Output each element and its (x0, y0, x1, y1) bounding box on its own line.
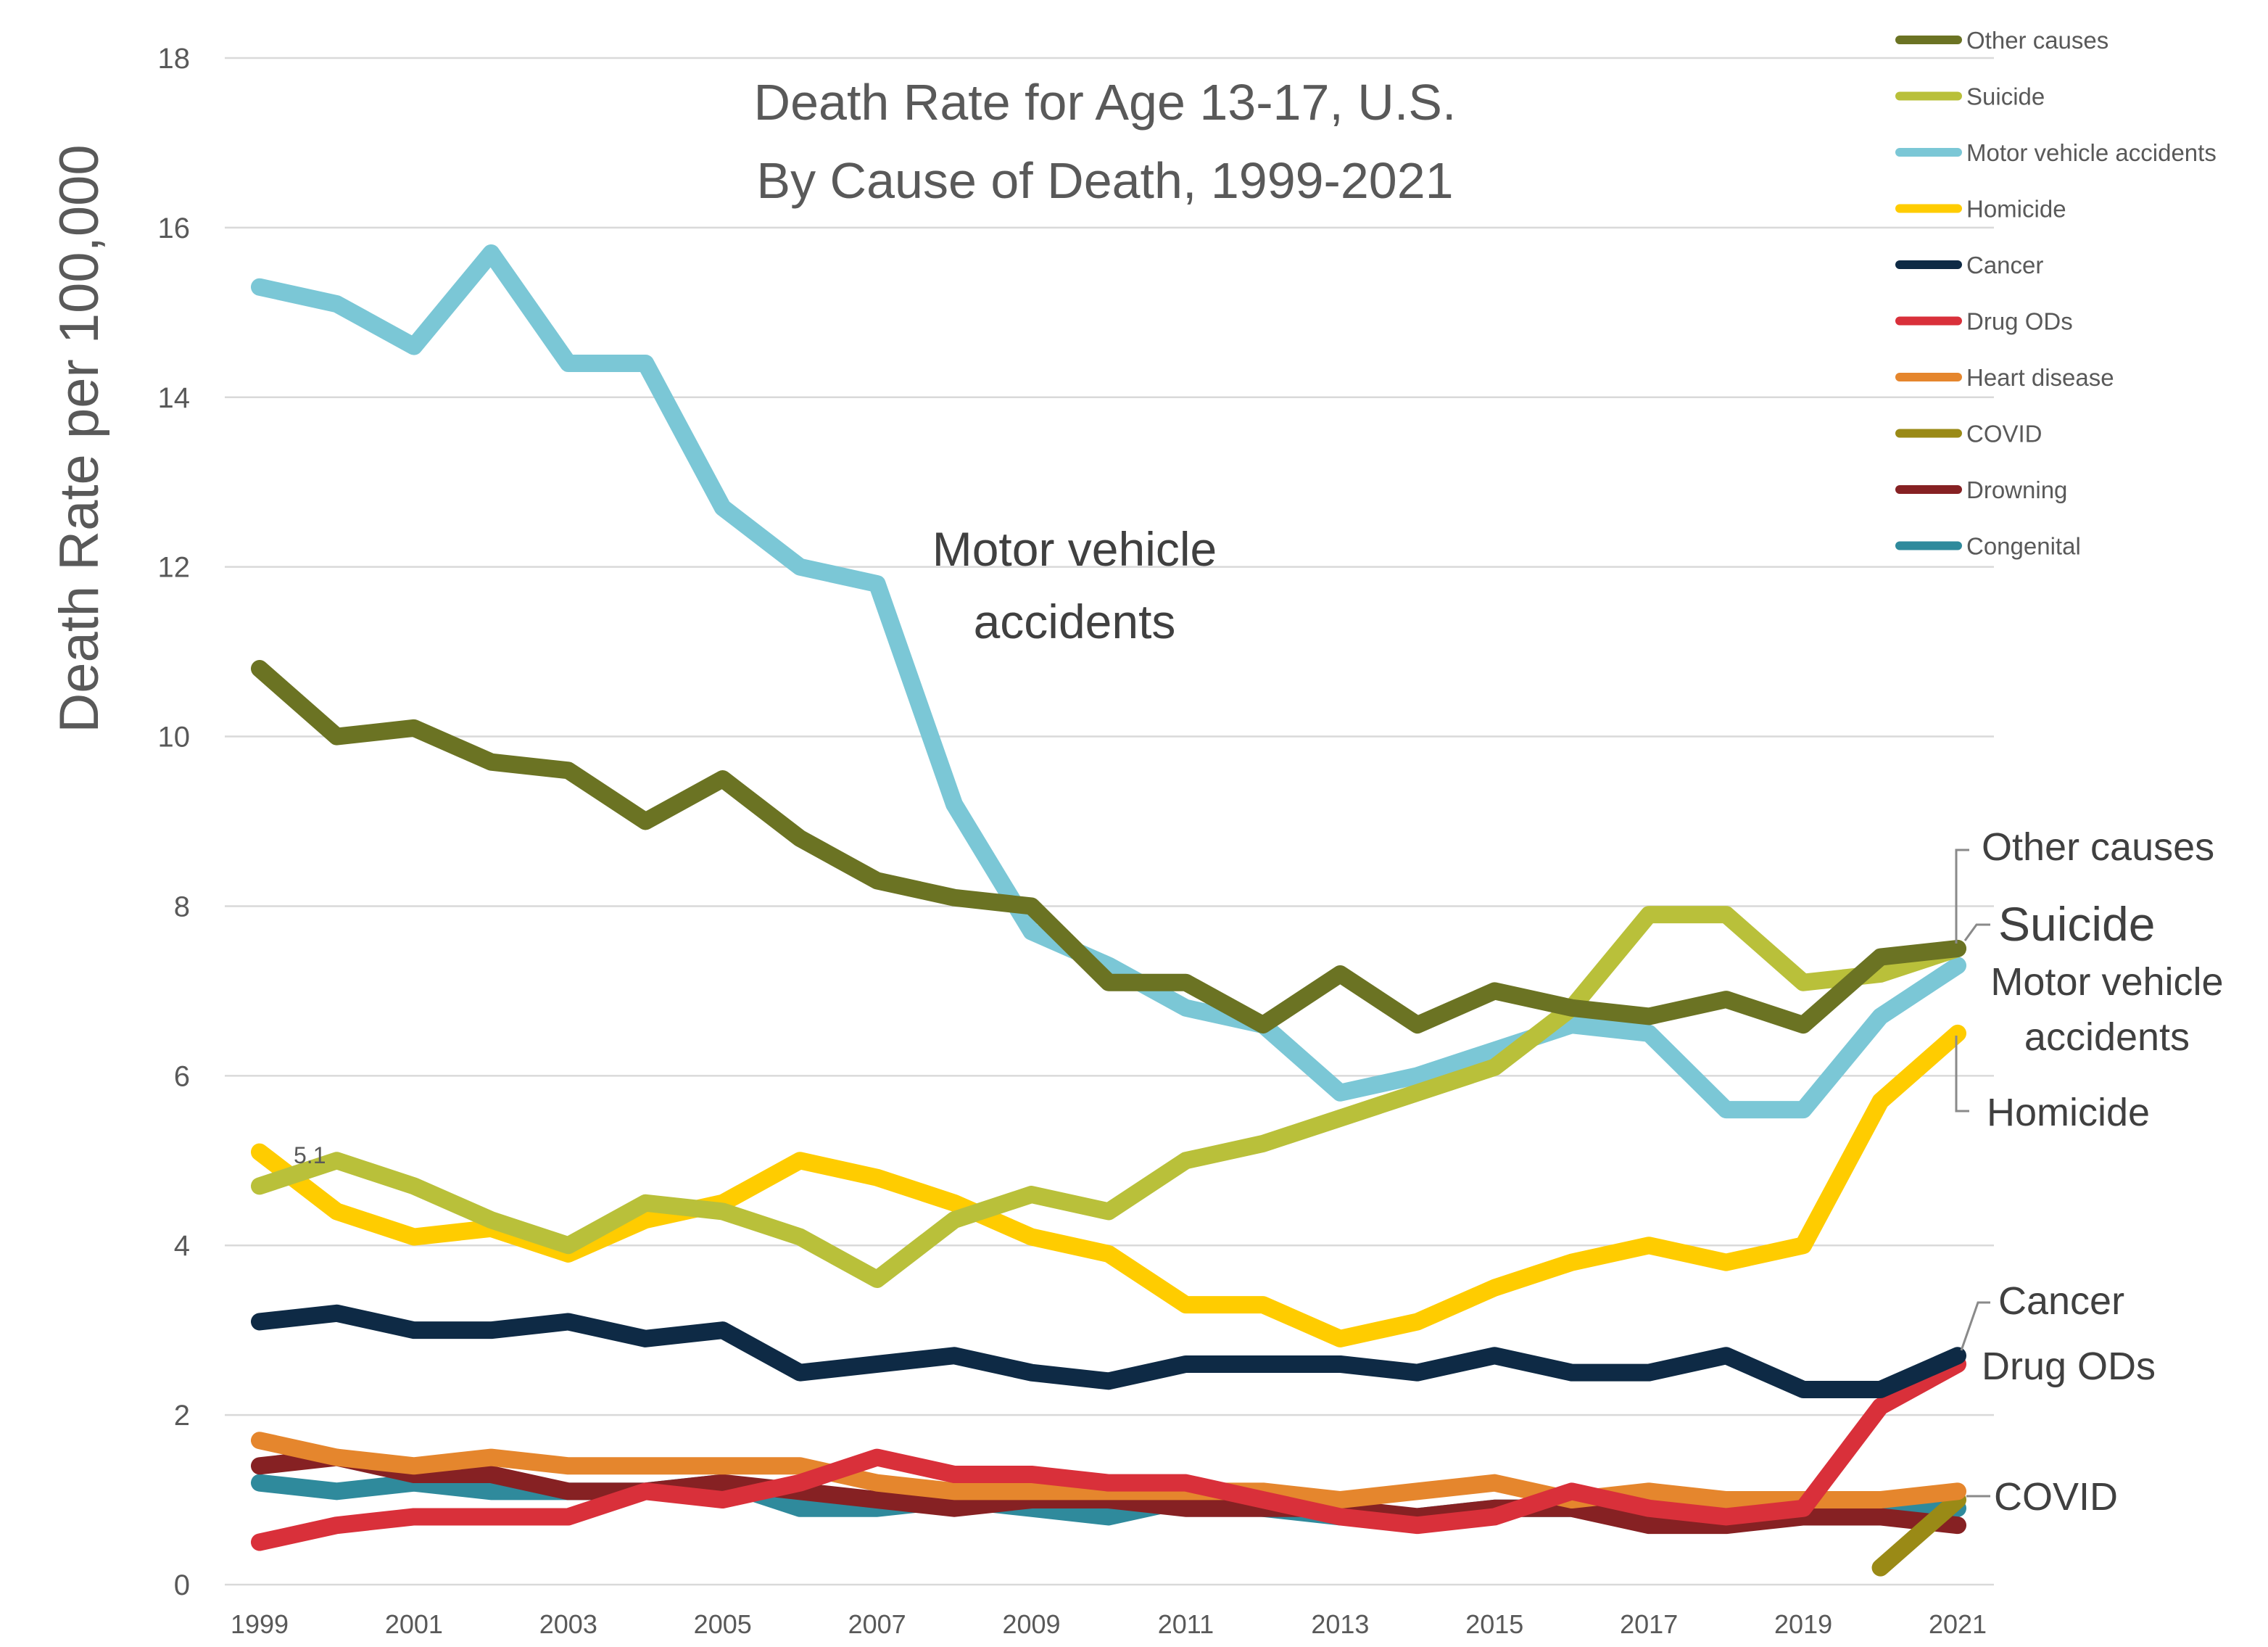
leader-homicide (1955, 1036, 1969, 1113)
y-axis-label: Death Rate per 100,000 (49, 144, 110, 732)
label-cancer: Cancer (1998, 1279, 2124, 1323)
series-lines (251, 244, 1966, 1577)
legend-label-drug-ods: Drug ODs (1966, 308, 2073, 335)
label-homicide: Homicide (1987, 1091, 2150, 1134)
annotation-mva-mid-line1: Motor vehicle (932, 522, 1217, 576)
x-tick-1999: 1999 (231, 1609, 289, 1639)
leader-suicide (1963, 923, 1990, 941)
y-tick-0: 0 (174, 1569, 190, 1601)
label-drug-ods: Drug ODs (1982, 1345, 2156, 1388)
legend-label-covid: COVID (1966, 421, 2043, 447)
series-line-drug-ods (251, 1355, 1966, 1551)
y-tick-14: 14 (158, 382, 191, 414)
y-tick-18: 18 (158, 43, 191, 75)
series-line-motor-vehicle-accidents (251, 244, 1966, 1119)
legend-label-cancer: Cancer (1966, 252, 2043, 278)
x-tick-labels: 1999 2001 2003 2005 2007 2009 2011 2013 2015 2017… (231, 1609, 1987, 1639)
legend-label-homicide: Homicide (1966, 196, 2066, 223)
legend-label-drowning: Drowning (1966, 476, 2067, 503)
x-tick-2007: 2007 (848, 1609, 906, 1639)
end-labels (1955, 849, 1990, 1498)
legend-label-other-causes: Other causes (1966, 27, 2108, 54)
series-line-covid (1871, 1491, 1966, 1577)
series-line-cancer (251, 1304, 1966, 1399)
y-tick-8: 8 (174, 891, 190, 922)
leader-cancer (1960, 1301, 1990, 1351)
leader-other-causes (1955, 849, 1969, 944)
series-line-suicide (251, 906, 1966, 1288)
x-tick-2019: 2019 (1774, 1609, 1832, 1639)
legend-label-congenital: Congenital (1966, 533, 2081, 560)
x-tick-2001: 2001 (385, 1609, 443, 1639)
legend-label-heart-disease: Heart disease (1966, 364, 2114, 391)
x-tick-2009: 2009 (1002, 1609, 1060, 1639)
chart-title-line2: By Cause of Death, 1999-2021 (756, 152, 1453, 209)
y-tick-labels: 0 2 4 6 8 10 12 14 16 18 (158, 43, 191, 1601)
x-tick-2005: 2005 (694, 1609, 752, 1639)
y-tick-6: 6 (174, 1060, 190, 1092)
legend-label-suicide: Suicide (1966, 83, 2045, 110)
x-tick-2021: 2021 (1929, 1609, 1987, 1639)
y-tick-16: 16 (158, 212, 191, 244)
label-mva-end-line1: Motor vehicle (1990, 960, 2223, 1004)
annotation-mva-mid-line2: accidents (974, 595, 1176, 648)
x-tick-2017: 2017 (1620, 1609, 1678, 1639)
label-mva-end-line2: accidents (2024, 1015, 2190, 1059)
y-tick-10: 10 (158, 722, 191, 754)
data-label-homicide-1999: 5.1 (294, 1142, 326, 1168)
label-covid: COVID (1994, 1475, 2118, 1519)
x-tick-2015: 2015 (1465, 1609, 1523, 1639)
label-suicide: Suicide (1998, 897, 2155, 951)
legend-label-motor-vehicle-accidents: Motor vehicle accidents (1966, 139, 2217, 166)
x-tick-2003: 2003 (539, 1609, 597, 1639)
x-tick-2013: 2013 (1311, 1609, 1369, 1639)
label-other-causes: Other causes (1982, 825, 2214, 869)
y-tick-2: 2 (174, 1400, 190, 1432)
y-tick-4: 4 (174, 1230, 190, 1262)
legend: Other causes Suicide Motor vehicle acciden… (1895, 27, 2217, 560)
y-tick-12: 12 (158, 552, 191, 584)
chart-title-line1: Death Rate for Age 13-17, U.S. (754, 74, 1457, 131)
x-tick-2011: 2011 (1158, 1609, 1214, 1639)
series-line-other-causes (251, 660, 1966, 1034)
